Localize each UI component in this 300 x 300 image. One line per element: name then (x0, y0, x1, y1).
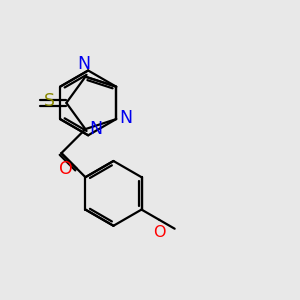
Text: N: N (77, 55, 91, 73)
Text: N: N (89, 120, 102, 138)
Text: S: S (44, 92, 55, 110)
Text: O: O (153, 225, 166, 240)
Text: O: O (59, 160, 73, 178)
Text: N: N (120, 109, 133, 127)
